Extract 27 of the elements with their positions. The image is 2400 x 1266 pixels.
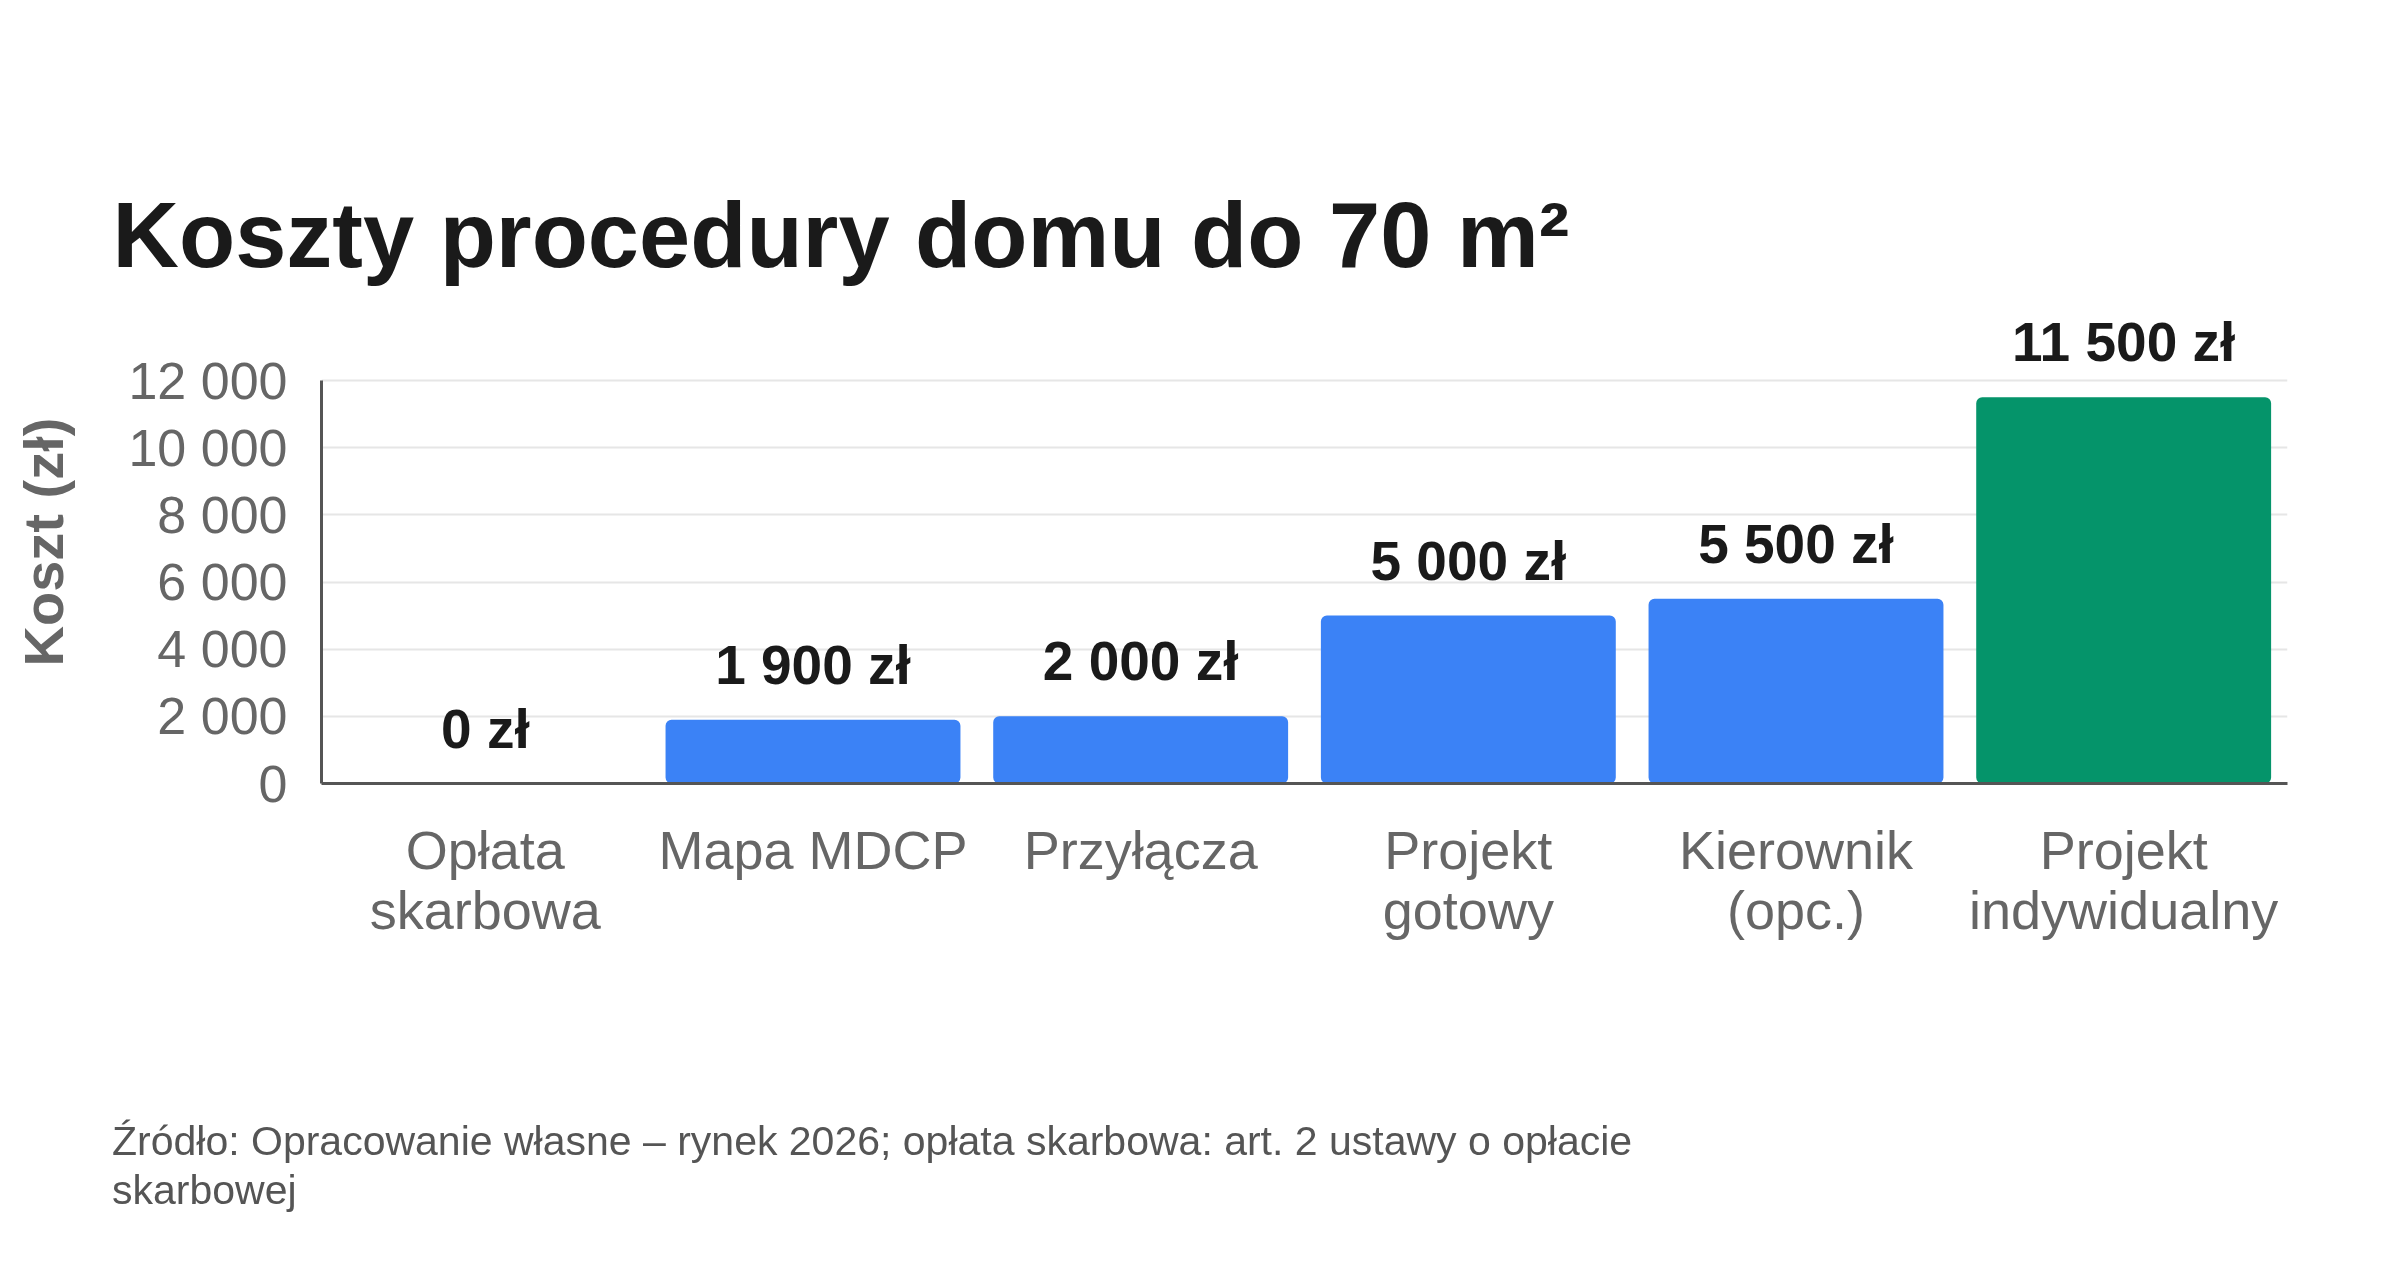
y-tick-label: 12 000 bbox=[128, 351, 288, 410]
y-tick-label: 8 000 bbox=[157, 485, 288, 544]
bar bbox=[1648, 598, 1944, 784]
x-tick-label: Projekt gotowy bbox=[1382, 819, 1554, 940]
y-tick-label: 2 000 bbox=[157, 687, 288, 746]
bar bbox=[665, 719, 961, 784]
data-label: 11 500 zł bbox=[2012, 311, 2236, 374]
x-tick-label: Opłata skarbowa bbox=[369, 819, 602, 940]
data-label: 1 900 zł bbox=[715, 633, 911, 696]
x-tick-label: Mapa MDCP bbox=[658, 819, 968, 880]
bar bbox=[993, 716, 1289, 784]
x-tick-label: Kierownik (opc.) bbox=[1678, 819, 1915, 940]
chart-title: Koszty procedury domu do 70 m² bbox=[112, 183, 1570, 286]
bar bbox=[1320, 615, 1616, 784]
y-axis-title: Koszt (zł) bbox=[12, 417, 76, 667]
data-label: 5 000 zł bbox=[1370, 529, 1567, 592]
y-tick-label: 10 000 bbox=[128, 418, 288, 477]
x-tick-label: Projekt indywidualny bbox=[1969, 819, 2279, 940]
y-tick-label: 6 000 bbox=[157, 553, 288, 611]
text: Źródło: Opracowanie własne – rynek 2026; opłata skarbowa: art. 2 ustawy o opłacie skarbowej bbox=[112, 1117, 1633, 1216]
y-tick-label: 4 000 bbox=[157, 620, 288, 679]
data-label: 2 000 zł bbox=[1042, 630, 1239, 693]
data-label: 5 500 zł bbox=[1698, 512, 1894, 575]
x-tick-label: Przyłącza bbox=[1023, 819, 1259, 880]
y-tick-label: 0 bbox=[258, 754, 288, 813]
data-label: 0 zł bbox=[441, 697, 530, 760]
bar bbox=[1976, 397, 2272, 784]
